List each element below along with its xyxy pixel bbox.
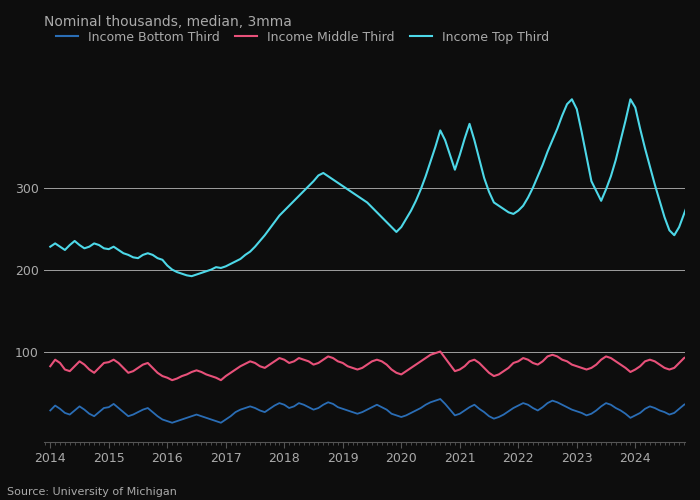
Income Middle Third (46, 363, 55, 369)
Income Middle Third (500, 368, 508, 374)
Income Middle Third (241, 361, 249, 367)
Line: Income Bottom Third: Income Bottom Third (50, 388, 700, 422)
Text: Source: University of Michigan: Source: University of Michigan (7, 487, 177, 497)
Line: Income Middle Third: Income Middle Third (50, 337, 700, 380)
Income Bottom Third (46, 408, 55, 414)
Legend: Income Bottom Third, Income Middle Third, Income Top Third: Income Bottom Third, Income Middle Third… (50, 26, 554, 49)
Income Bottom Third (241, 405, 249, 411)
Income Top Third (665, 228, 673, 234)
Income Middle Third (334, 358, 342, 364)
Income Bottom Third (363, 406, 372, 412)
Income Bottom Third (334, 404, 342, 410)
Line: Income Top Third: Income Top Third (50, 100, 700, 276)
Income Top Third (241, 252, 249, 258)
Income Top Third (334, 180, 342, 186)
Income Top Third (363, 200, 372, 205)
Income Top Third (568, 96, 576, 102)
Income Top Third (500, 206, 508, 212)
Income Bottom Third (168, 420, 176, 426)
Income Middle Third (660, 365, 668, 371)
Income Bottom Third (573, 408, 581, 414)
Income Middle Third (573, 363, 581, 369)
Income Top Third (188, 273, 196, 279)
Text: Nominal thousands, median, 3mma: Nominal thousands, median, 3mma (44, 15, 293, 29)
Income Bottom Third (500, 412, 508, 418)
Income Bottom Third (660, 409, 668, 415)
Income Top Third (578, 129, 586, 135)
Income Middle Third (363, 362, 372, 368)
Income Top Third (46, 244, 55, 250)
Income Middle Third (168, 377, 176, 383)
